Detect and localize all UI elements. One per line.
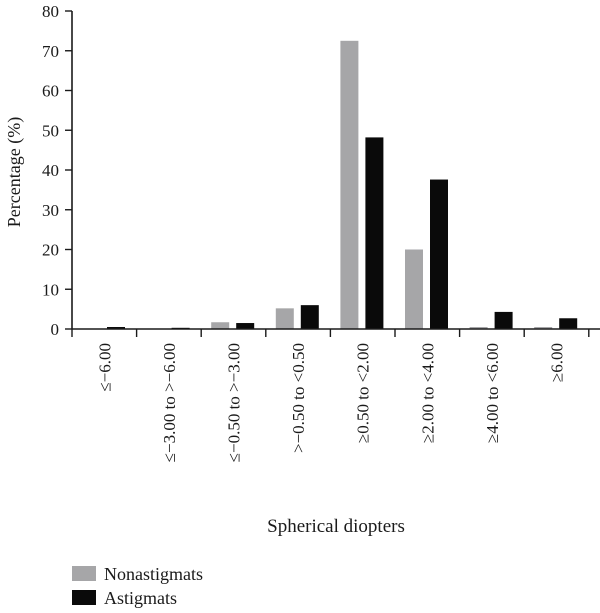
legend-swatch-nonastigmats	[72, 566, 96, 581]
bar-astigmats-7	[559, 318, 578, 329]
x-tick-label-0: ≤−6.00	[95, 343, 114, 392]
bar-nonastigmats-2	[211, 322, 230, 329]
x-ticks-group: ≤−6.00 ≤−3.00 to >−6.00 ≤−0.50 to >−3.00 >−…	[71, 329, 590, 462]
legend-label-astigmats: Astigmats	[104, 588, 177, 608]
y-tick-label: 70	[42, 42, 59, 61]
x-tick-label-7: ≥6.00	[548, 343, 567, 382]
bar-nonastigmats-7	[534, 327, 553, 329]
x-tick-label-4: ≥0.50 to <2.00	[354, 343, 373, 443]
bar-nonastigmats-4	[340, 40, 359, 329]
bar-nonastigmats-6	[469, 327, 488, 329]
x-tick-label-3: >−0.50 to <0.50	[289, 343, 308, 453]
x-axis-label: Spherical diopters	[267, 516, 405, 537]
y-tick-label: 50	[42, 121, 59, 140]
y-tick-label: 80	[42, 2, 59, 21]
bars-group	[107, 40, 578, 329]
y-ticks-group: 0 10 20 30 40 50 60 70 80	[42, 2, 72, 339]
x-tick-label-1: ≤−3.00 to >−6.00	[160, 343, 179, 462]
bar-astigmats-5	[430, 179, 448, 329]
legend-swatch-astigmats	[72, 590, 96, 605]
y-axis-label: Percentage (%)	[4, 117, 25, 227]
bar-astigmats-3	[300, 305, 319, 329]
y-tick-label: 20	[42, 241, 59, 260]
y-tick-label: 40	[42, 161, 59, 180]
bar-astigmats-0	[107, 327, 125, 329]
bar-astigmats-6	[494, 311, 513, 329]
bar-astigmats-2	[236, 323, 255, 329]
legend-label-nonastigmats: Nonastigmats	[104, 564, 203, 584]
y-tick-label: 30	[42, 201, 59, 220]
x-tick-label-2: ≤−0.50 to >−3.00	[225, 343, 244, 462]
bar-nonastigmats-5	[405, 249, 423, 329]
y-tick-label: 10	[42, 280, 59, 299]
bar-astigmats-4	[365, 137, 384, 329]
y-tick-label: 60	[42, 82, 59, 101]
y-tick-label: 0	[51, 320, 60, 339]
x-tick-label-6: ≥4.00 to <6.00	[483, 343, 502, 443]
x-tick-label-5: ≥2.00 to <4.00	[418, 343, 437, 443]
legend: Nonastigmats Astigmats	[72, 564, 203, 608]
bar-nonastigmats-3	[275, 308, 294, 329]
